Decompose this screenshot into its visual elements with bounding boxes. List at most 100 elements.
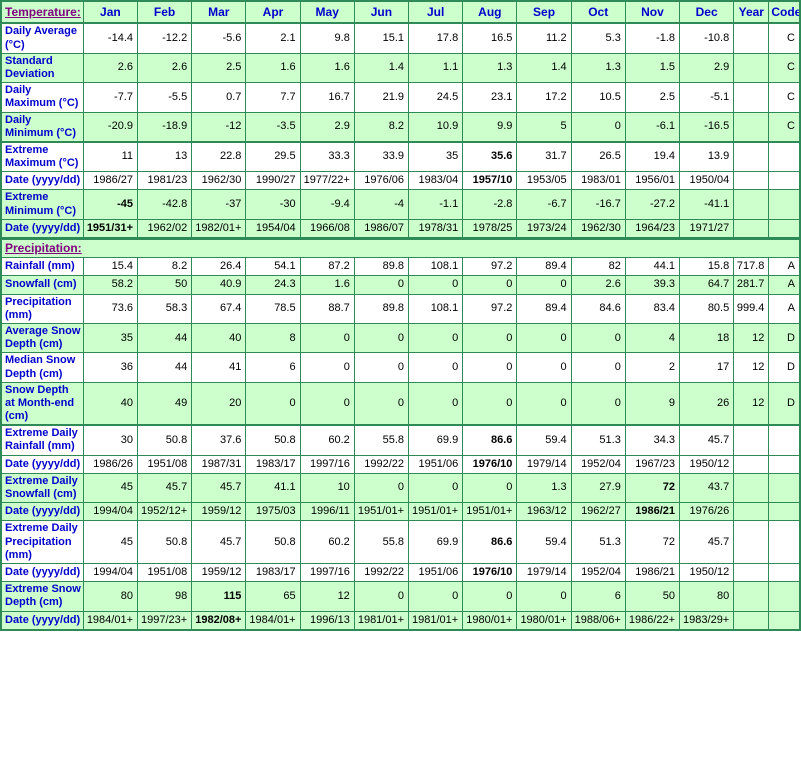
table-row: Date (yyyy/dd) 1994/04 1952/12+ 1959/12 1975… bbox=[0, 502, 801, 522]
year-value-cell bbox=[733, 171, 770, 191]
year-value-cell bbox=[733, 52, 770, 84]
code-value-cell bbox=[768, 140, 801, 173]
table-row: Date (yyyy/dd) 1984/01+ 1997/23+ 1982/08+ 19… bbox=[0, 610, 801, 631]
code-value-cell bbox=[768, 520, 801, 564]
code-value-cell bbox=[768, 502, 801, 522]
month-value-cell: 10.5 bbox=[570, 82, 626, 113]
month-value-cell: -10.8 bbox=[679, 22, 735, 54]
precipitation-section-link[interactable]: Precipitation: bbox=[5, 241, 82, 256]
year-value-cell bbox=[733, 82, 770, 113]
month-value-cell: 1986/07 bbox=[353, 218, 410, 240]
month-value-cell: 40.9 bbox=[191, 275, 247, 295]
climate-normals-table: Temperature: Jan Feb Mar Apr May Jun Jul Aug Sep O… bbox=[0, 0, 801, 631]
month-value-cell: 80 bbox=[679, 581, 735, 612]
month-value-cell: 86.6 bbox=[462, 424, 518, 456]
code-value-cell bbox=[768, 424, 801, 456]
month-value-cell: 1.1 bbox=[408, 52, 464, 84]
temperature-section-link[interactable]: Temperature: bbox=[5, 5, 81, 19]
month-value-cell: 1980/01+ bbox=[462, 610, 518, 631]
month-value-cell: 1962/02 bbox=[136, 218, 193, 240]
year-value-cell bbox=[733, 610, 770, 631]
month-value-cell: 1971/27 bbox=[679, 218, 735, 240]
month-value-cell: 6 bbox=[245, 352, 301, 383]
month-value-cell: 2.6 bbox=[570, 275, 626, 295]
month-value-cell: 33.3 bbox=[299, 140, 355, 173]
month-value-cell: 59.4 bbox=[516, 424, 572, 456]
month-value-cell: 36 bbox=[82, 352, 139, 383]
month-value-cell: 35 bbox=[408, 140, 464, 173]
month-value-cell: 19.4 bbox=[624, 140, 681, 173]
month-value-cell: 1951/06 bbox=[408, 562, 464, 583]
month-value-cell: 13 bbox=[136, 140, 193, 173]
row-label: Snowfall (cm) bbox=[0, 275, 84, 295]
month-value-cell: 45.7 bbox=[136, 472, 193, 504]
column-header-month: Oct bbox=[570, 0, 626, 25]
month-value-cell: 0 bbox=[462, 472, 518, 504]
month-value-cell: 0 bbox=[353, 381, 410, 426]
table-row: Precipitation (mm) 73.6 58.3 67.4 78.5 88.7 89… bbox=[0, 293, 801, 324]
month-value-cell: 60.2 bbox=[299, 520, 355, 564]
month-value-cell: 11.2 bbox=[516, 22, 572, 54]
month-value-cell: 83.4 bbox=[624, 293, 681, 324]
code-value-cell bbox=[768, 581, 801, 612]
month-value-cell: 26.4 bbox=[191, 257, 247, 277]
month-value-cell: -16.5 bbox=[679, 111, 735, 143]
month-value-cell: 1.3 bbox=[516, 472, 572, 504]
year-value-cell bbox=[733, 562, 770, 583]
row-label: Median Snow Depth (cm) bbox=[0, 352, 84, 383]
month-value-cell: 0 bbox=[353, 322, 410, 354]
code-value-cell: D bbox=[768, 322, 801, 354]
month-value-cell: -6.7 bbox=[516, 189, 572, 220]
month-value-cell: 1984/01+ bbox=[245, 610, 301, 631]
month-value-cell: 1956/01 bbox=[624, 171, 681, 191]
month-value-cell: 1979/14 bbox=[516, 454, 572, 474]
climate-table-body: Temperature: Jan Feb Mar Apr May Jun Jul Aug Sep O… bbox=[0, 0, 801, 631]
code-value-cell: A bbox=[768, 275, 801, 295]
month-value-cell: 31.7 bbox=[516, 140, 572, 173]
month-value-cell: -20.9 bbox=[82, 111, 139, 143]
month-value-cell: 1997/16 bbox=[299, 562, 355, 583]
month-value-cell: 1.6 bbox=[299, 52, 355, 84]
month-value-cell: 50.8 bbox=[245, 424, 301, 456]
month-value-cell: 17.8 bbox=[408, 22, 464, 54]
month-value-cell: 1986/26 bbox=[82, 454, 139, 474]
month-value-cell: 1997/16 bbox=[299, 454, 355, 474]
month-value-cell: 1.5 bbox=[624, 52, 681, 84]
month-value-cell: 1983/17 bbox=[245, 562, 301, 583]
month-value-cell: 50.8 bbox=[136, 424, 193, 456]
month-value-cell: 6 bbox=[570, 581, 626, 612]
month-value-cell: -1.8 bbox=[624, 22, 681, 54]
month-value-cell: 65 bbox=[245, 581, 301, 612]
code-value-cell bbox=[768, 218, 801, 240]
month-value-cell: -4 bbox=[353, 189, 410, 220]
precipitation-section-header: Precipitation: bbox=[0, 237, 801, 259]
month-value-cell: 16.5 bbox=[462, 22, 518, 54]
month-value-cell: 8.2 bbox=[136, 257, 193, 277]
month-value-cell: 0 bbox=[353, 352, 410, 383]
month-value-cell: 89.4 bbox=[516, 257, 572, 277]
month-value-cell: 97.2 bbox=[462, 293, 518, 324]
month-value-cell: 1982/08+ bbox=[191, 610, 247, 631]
month-value-cell: -12 bbox=[191, 111, 247, 143]
month-value-cell: 1986/22+ bbox=[624, 610, 681, 631]
month-value-cell: 45.7 bbox=[679, 520, 735, 564]
month-value-cell: 1976/10 bbox=[462, 562, 518, 583]
month-value-cell: 2.5 bbox=[191, 52, 247, 84]
month-value-cell: 45 bbox=[82, 472, 139, 504]
month-value-cell: 0 bbox=[516, 381, 572, 426]
row-label: Date (yyyy/dd) bbox=[0, 502, 84, 522]
month-value-cell: -3.5 bbox=[245, 111, 301, 143]
code-value-cell: A bbox=[768, 257, 801, 277]
month-value-cell: 108.1 bbox=[408, 293, 464, 324]
month-value-cell: 44 bbox=[136, 322, 193, 354]
month-value-cell: 45.7 bbox=[679, 424, 735, 456]
month-value-cell: 1980/01+ bbox=[516, 610, 572, 631]
month-value-cell: 60.2 bbox=[299, 424, 355, 456]
column-header-code: Code bbox=[768, 0, 801, 25]
month-value-cell: 1986/21 bbox=[624, 562, 681, 583]
column-header-month: Apr bbox=[245, 0, 301, 25]
code-value-cell: C bbox=[768, 52, 801, 84]
month-value-cell: 26 bbox=[679, 381, 735, 426]
year-value-cell: 12 bbox=[733, 322, 770, 354]
row-label: Precipitation (mm) bbox=[0, 293, 84, 324]
